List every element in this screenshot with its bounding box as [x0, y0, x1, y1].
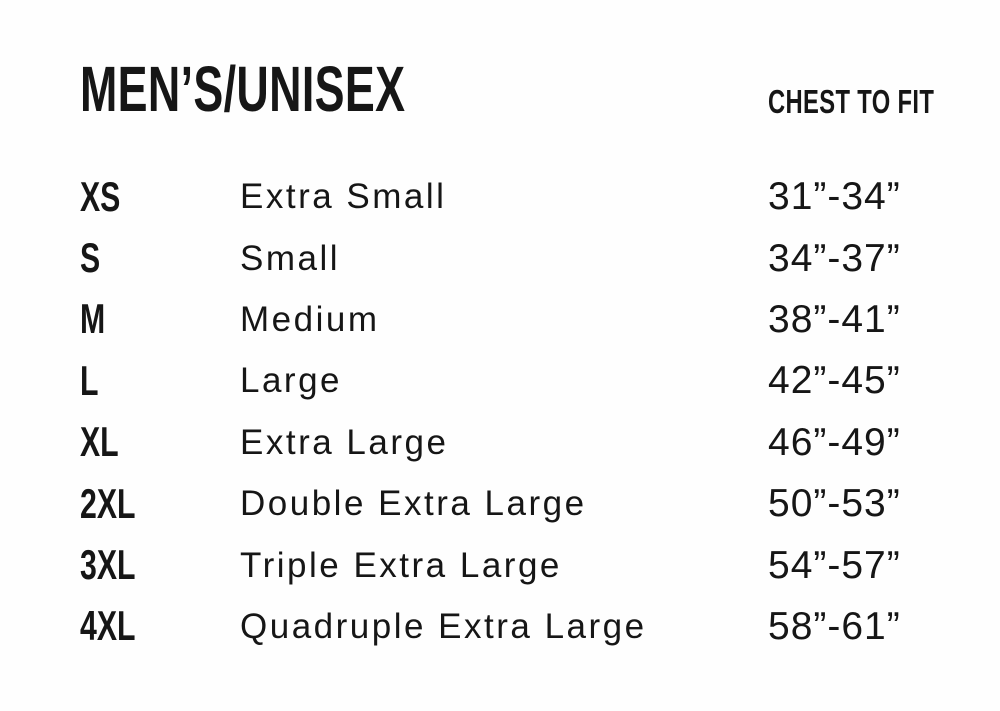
size-name: Small — [240, 238, 341, 278]
chest-range: 58”-61” — [768, 604, 901, 648]
chart-title: MEN’S/UNISEX — [80, 53, 406, 125]
size-code: S — [80, 234, 101, 282]
size-name: Large — [240, 361, 343, 401]
size-table: XS Extra Small 31”-34” S Small 34”-37” M… — [0, 166, 1000, 657]
size-row-2xl: 2XL Double Extra Large 50”-53” — [0, 473, 1000, 534]
chest-range: 31”-34” — [768, 175, 901, 219]
size-name: Triple Extra Large — [240, 545, 562, 585]
size-row-xs: XS Extra Small 31”-34” — [0, 166, 1000, 227]
size-row-4xl: 4XL Quadruple Extra Large 58”-61” — [0, 596, 1000, 657]
chest-range: 38”-41” — [768, 297, 901, 341]
size-name: Quadruple Extra Large — [240, 606, 647, 646]
size-name: Extra Small — [240, 177, 447, 217]
chest-range: 42”-45” — [768, 359, 901, 403]
size-row-l: L Large 42”-45” — [0, 350, 1000, 411]
size-row-s: S Small 34”-37” — [0, 227, 1000, 288]
chest-range: 50”-53” — [768, 482, 901, 526]
size-code: 2XL — [80, 479, 136, 527]
chest-range: 34”-37” — [768, 236, 901, 280]
size-code: XS — [80, 172, 121, 220]
chest-range: 54”-57” — [768, 543, 901, 587]
size-row-m: M Medium 38”-41” — [0, 289, 1000, 350]
size-code: 3XL — [80, 541, 136, 589]
size-name: Extra Large — [240, 422, 449, 462]
size-name: Double Extra Large — [240, 484, 587, 524]
size-name: Medium — [240, 299, 380, 339]
size-row-xl: XL Extra Large 46”-49” — [0, 412, 1000, 473]
size-code: L — [80, 356, 99, 404]
size-code: 4XL — [80, 602, 136, 650]
chest-range: 46”-49” — [768, 420, 901, 464]
size-code: M — [80, 295, 106, 343]
chest-to-fit-header: CHEST TO FIT — [768, 83, 935, 120]
size-code: XL — [80, 418, 119, 466]
size-row-3xl: 3XL Triple Extra Large 54”-57” — [0, 534, 1000, 595]
